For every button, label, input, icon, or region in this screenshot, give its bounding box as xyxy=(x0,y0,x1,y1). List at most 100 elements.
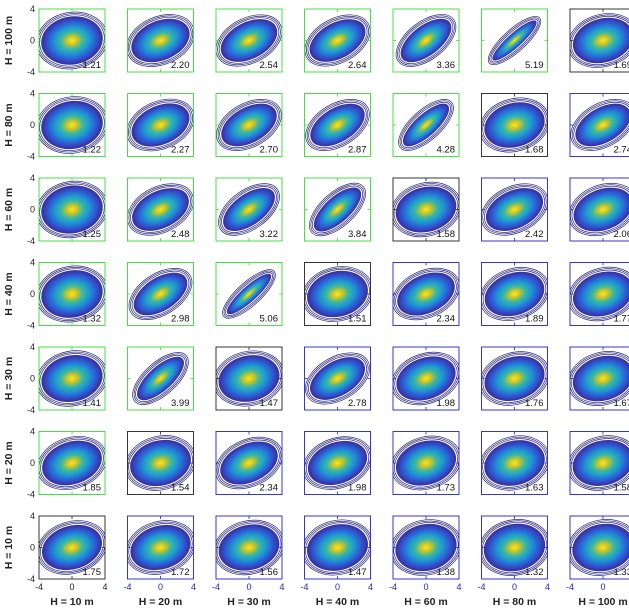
contour-line xyxy=(218,183,280,236)
density-blob xyxy=(573,187,629,232)
contour-line xyxy=(127,521,194,574)
panel-r2-c0: 1.25 xyxy=(38,177,106,242)
contour-line xyxy=(393,267,459,321)
contour-line xyxy=(127,15,194,66)
panel-value: 3.36 xyxy=(437,60,456,71)
density-blob xyxy=(395,440,457,486)
panel-value: 3.22 xyxy=(260,229,279,240)
contour-line xyxy=(39,183,105,236)
y-tick-label: -4 xyxy=(27,574,35,584)
panel-frame xyxy=(215,515,283,580)
y-tick-label: 4 xyxy=(30,89,35,99)
contour-line xyxy=(218,439,280,487)
panel-r3-c1: 2.98 xyxy=(127,262,194,326)
panel-value: 2.87 xyxy=(348,145,367,156)
panel-value: 2.98 xyxy=(171,314,190,325)
row-label: H = 20 m xyxy=(3,441,15,484)
contour-line xyxy=(305,269,370,319)
panel-frame xyxy=(304,93,371,157)
contour-line xyxy=(40,523,104,572)
contour-line xyxy=(39,265,105,323)
contour-line xyxy=(127,98,194,152)
contour-line xyxy=(39,350,105,407)
panel-value: 1.47 xyxy=(260,398,279,409)
y-tick-label: -4 xyxy=(27,321,35,331)
panel-r2-c2: 3.22 xyxy=(215,177,283,242)
panel-value: 1.69 xyxy=(614,60,629,71)
contour-line xyxy=(481,521,548,574)
panel-frame xyxy=(127,177,194,242)
panel-r0-c5: 5.19 xyxy=(481,8,548,73)
x-tick-label: 0 xyxy=(246,582,251,592)
panel-r1-c5: 1.68 xyxy=(481,93,548,157)
panel-r4-c6: 1.67 xyxy=(569,346,629,411)
y-tick-label: 0 xyxy=(30,374,35,384)
panel-value: 1.72 xyxy=(171,567,190,578)
density-blob xyxy=(42,440,102,486)
contour-line xyxy=(573,101,629,149)
y-tick-label: 0 xyxy=(30,205,35,215)
panel-value: 1.63 xyxy=(525,483,544,494)
panel-value: 1.85 xyxy=(83,483,102,494)
contour-line xyxy=(308,101,367,149)
contour-line xyxy=(393,435,459,491)
contour-line xyxy=(39,268,105,320)
panel-frame xyxy=(215,177,283,242)
contour-line xyxy=(397,15,455,66)
x-tick-label: -4 xyxy=(123,582,131,592)
contour-line xyxy=(309,182,366,237)
panel-frame xyxy=(38,515,106,580)
panel-value: 5.19 xyxy=(525,60,544,71)
panel-value: 1.58 xyxy=(614,483,629,494)
density-blob xyxy=(220,19,278,62)
contour-line xyxy=(305,522,370,573)
panel-frame xyxy=(481,431,548,495)
contour-line xyxy=(393,519,459,576)
col-label: H = 100 m xyxy=(578,596,627,608)
contour-line xyxy=(490,18,539,63)
contour-line xyxy=(306,15,369,66)
panel-frame xyxy=(569,515,629,580)
contour-line xyxy=(128,100,193,150)
contour-line xyxy=(481,520,548,575)
contour-line xyxy=(135,354,186,403)
contour-line xyxy=(223,270,275,318)
panel-frame xyxy=(392,8,460,73)
panel-value: 1.51 xyxy=(348,314,367,325)
contour-line xyxy=(393,353,459,404)
contour-line xyxy=(570,520,629,575)
contour-line xyxy=(216,438,282,488)
panel-r5-c1: 1.54 xyxy=(127,431,194,495)
density-blob xyxy=(400,18,452,63)
y-tick-label: -4 xyxy=(27,236,35,246)
density-blob xyxy=(130,439,191,487)
density-blob xyxy=(484,355,545,402)
panel-r0-c2: 2.54 xyxy=(215,8,283,73)
density-blob xyxy=(402,103,450,147)
density-blob xyxy=(309,19,366,62)
contour-line xyxy=(216,522,282,573)
row-label: H = 60 m xyxy=(3,188,15,231)
panel-r3-c6: 1.77 xyxy=(569,262,629,326)
col-label: H = 40 m xyxy=(316,596,359,608)
panel-value: 1.38 xyxy=(437,567,456,578)
panel-r6-c1: 1.72 xyxy=(127,515,194,580)
panel-r1-c3: 2.87 xyxy=(304,93,371,157)
panel-value: 1.76 xyxy=(525,398,544,409)
y-tick-label: -4 xyxy=(27,490,35,500)
contour-line xyxy=(304,266,371,322)
panel-frame xyxy=(127,8,194,73)
y-tick-label: 4 xyxy=(30,342,35,352)
panel-value: 2.70 xyxy=(260,145,279,156)
contour-line xyxy=(39,99,105,151)
density-blob xyxy=(307,524,368,571)
contour-line xyxy=(570,351,629,406)
contour-line xyxy=(571,100,629,150)
contour-line xyxy=(131,270,190,318)
panel-frame xyxy=(127,431,194,495)
contour-line xyxy=(222,269,276,319)
contour-line xyxy=(218,17,280,64)
panel-frame xyxy=(569,177,629,242)
contour-line xyxy=(130,186,191,233)
contour-line xyxy=(395,14,457,67)
